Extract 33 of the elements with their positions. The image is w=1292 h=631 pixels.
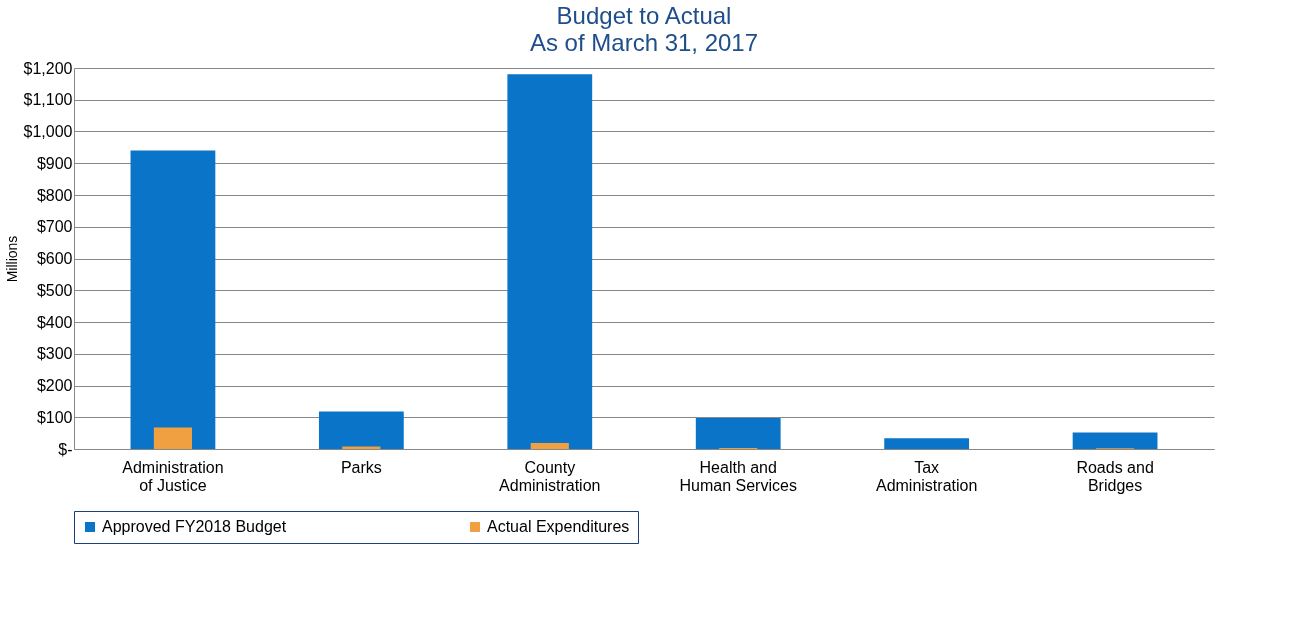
y-tick-label: $1,100 (23, 91, 73, 109)
bar (153, 427, 192, 449)
legend-label: Actual Expenditures (487, 518, 630, 535)
bar (342, 446, 381, 449)
x-tick-label: Administration of Justice (122, 458, 224, 494)
bar (1072, 432, 1158, 449)
x-tick-label: Roads and Bridges (1076, 458, 1154, 494)
y-tick-label: $200 (36, 377, 73, 394)
y-tick-label: $500 (36, 281, 73, 299)
y-tick-label: $700 (36, 218, 73, 236)
chart-title: Budget to Actual (556, 2, 732, 29)
y-tick-label: $- (58, 440, 73, 458)
chart-subtitle: As of March 31, 2017 (529, 29, 759, 56)
y-tick-label: $900 (36, 154, 73, 172)
x-tick-label: Parks (340, 458, 382, 476)
y-tick-label: $800 (36, 186, 73, 204)
y-axis-title: Millions (3, 235, 20, 283)
y-tick-label: $100 (36, 408, 73, 426)
bar (530, 442, 569, 449)
y-tick-label: $400 (36, 313, 73, 331)
bar (884, 438, 970, 449)
bar (695, 417, 781, 449)
y-tick-label: $300 (36, 345, 73, 363)
x-tick-label: Tax Administration (875, 458, 978, 494)
bar (318, 411, 404, 449)
x-tick-label: County Administration (499, 458, 601, 494)
x-tick-label: Health and Human Services (679, 458, 797, 494)
y-tick-label: $1,200 (23, 59, 73, 77)
bar (507, 74, 593, 449)
y-tick-label: $1,000 (23, 123, 73, 140)
y-tick-label: $600 (36, 250, 73, 267)
legend-label: Approved FY2018 Budget (102, 518, 287, 535)
bar (130, 150, 216, 449)
